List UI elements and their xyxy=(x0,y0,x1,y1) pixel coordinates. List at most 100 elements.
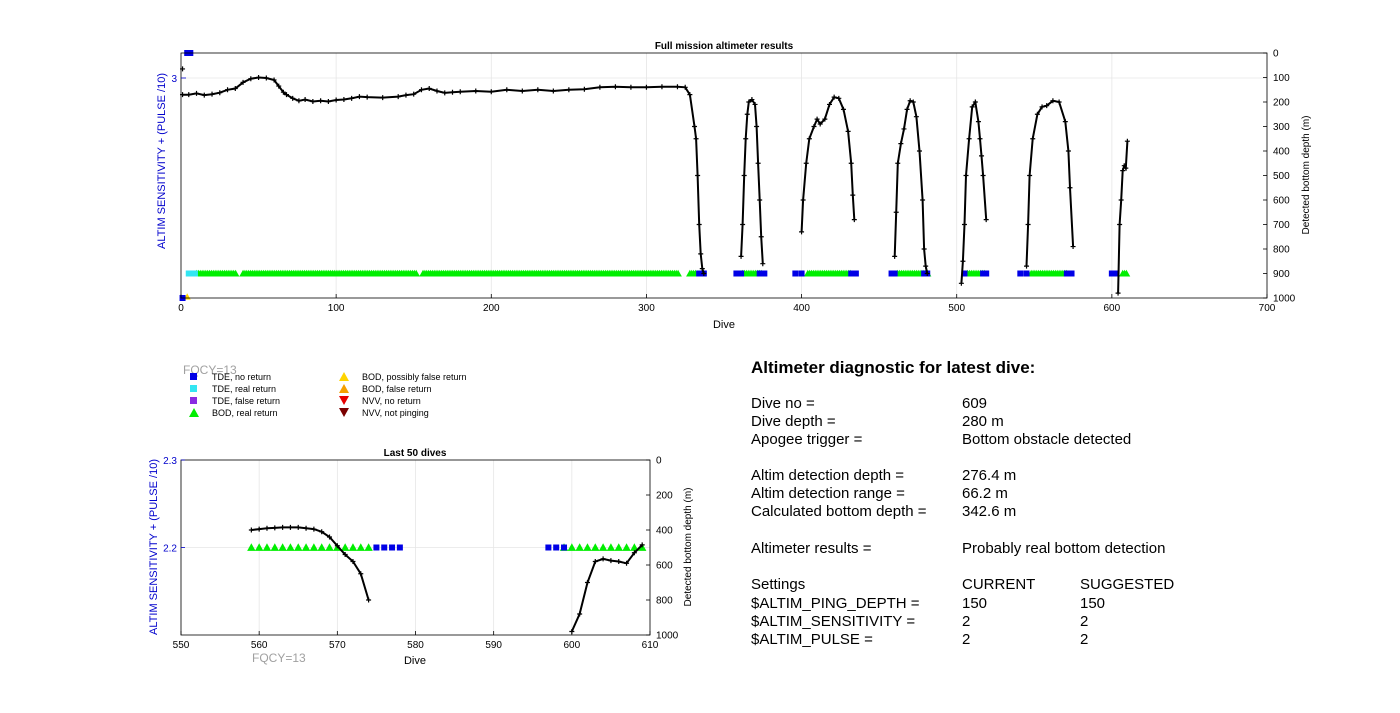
diagnostic-value: 276.4 m xyxy=(962,467,1017,484)
right-tick-label: 200 xyxy=(656,491,673,502)
depth-point xyxy=(698,251,704,257)
depth-point xyxy=(1056,99,1062,105)
x-tick-label: 200 xyxy=(483,303,500,314)
top-chart-frame xyxy=(180,52,1268,299)
legend-label: BOD, real return xyxy=(212,408,278,418)
tde-no-return-marker xyxy=(381,544,388,551)
depth-point xyxy=(920,197,926,203)
tde-no-return-marker xyxy=(761,270,768,277)
depth-point xyxy=(411,91,417,97)
tde-no-return-marker xyxy=(792,270,799,277)
depth-point xyxy=(757,197,763,203)
depth-point xyxy=(848,160,854,166)
diagnostic-value: Bottom obstacle detected xyxy=(962,431,1132,448)
depth-point xyxy=(1030,136,1036,142)
bod-real-return-marker xyxy=(301,543,311,551)
depth-point xyxy=(327,534,333,540)
depth-point xyxy=(287,524,293,530)
depth-series-line xyxy=(570,544,643,632)
depth-point xyxy=(975,119,981,125)
bod-real-return-marker xyxy=(348,543,358,551)
right-tick-label: 500 xyxy=(1273,171,1290,182)
depth-point xyxy=(822,116,828,122)
depth-point xyxy=(350,559,356,564)
depth-series-line xyxy=(893,99,929,274)
x-tick-label: 600 xyxy=(1104,303,1121,314)
depth-point xyxy=(341,97,347,103)
depth-point xyxy=(342,552,348,557)
depth-point xyxy=(319,529,325,535)
right-tick-label: 600 xyxy=(1273,196,1290,207)
bod-real-return-marker xyxy=(294,543,303,551)
depth-point xyxy=(699,266,705,272)
depth-point xyxy=(186,92,192,98)
right-tick-label: 700 xyxy=(1273,220,1290,231)
bottom-chart: 550 560 570 580 590 600 610 2.2 2.3 0 200 400 600 8… xyxy=(148,448,694,667)
depth-point xyxy=(746,99,752,105)
depth-point xyxy=(983,217,989,223)
depth-point xyxy=(333,97,339,103)
tde-real-return-marker xyxy=(185,270,192,277)
bod-real-return-marker xyxy=(412,269,420,277)
depth-point xyxy=(966,136,972,142)
tde-no-return-marker xyxy=(1063,270,1070,277)
depth-point xyxy=(194,90,200,96)
setting-current: 150 xyxy=(962,595,988,612)
tde-no-return-marker xyxy=(561,544,568,551)
depth-point xyxy=(473,88,479,94)
depth-point xyxy=(600,556,606,562)
right-tick-label: 100 xyxy=(1273,73,1290,84)
setting-suggested: 2 xyxy=(1080,613,1089,630)
bottom-chart-ylabel-right: Detected bottom depth (m) xyxy=(683,488,694,607)
depth-point xyxy=(577,611,583,617)
depth-point xyxy=(318,98,324,104)
depth-point xyxy=(1118,197,1124,203)
depth-series-line xyxy=(800,95,856,232)
tde-no-return-marker xyxy=(1113,270,1120,277)
depth-series-line xyxy=(251,526,370,601)
depth-point xyxy=(608,558,614,564)
depth-point xyxy=(271,77,277,83)
x-tick-label: 550 xyxy=(173,640,190,651)
depth-point xyxy=(303,525,309,531)
depth-point xyxy=(1027,173,1033,178)
x-tick-label: 700 xyxy=(1259,303,1276,314)
depth-point xyxy=(280,524,286,530)
depth-point xyxy=(358,571,364,577)
bottom-chart-depth-lines xyxy=(248,524,645,634)
tde-no-return-marker xyxy=(545,544,552,551)
depth-point xyxy=(349,95,355,101)
depth-point xyxy=(910,99,916,105)
depth-point xyxy=(290,95,296,101)
depth-point xyxy=(380,95,386,101)
tde-no-return-marker xyxy=(1068,270,1075,277)
depth-point xyxy=(850,192,856,198)
depth-point xyxy=(752,101,758,107)
depth-point xyxy=(434,88,440,94)
setting-current: 2 xyxy=(962,613,971,630)
tde-no-return-marker xyxy=(696,270,703,277)
depth-point xyxy=(961,222,967,227)
x-tick-label: 560 xyxy=(251,640,268,651)
setting-suggested: 150 xyxy=(1080,595,1106,612)
x-tick-label: 600 xyxy=(563,640,580,651)
depth-point xyxy=(232,86,238,92)
right-tick-label: 200 xyxy=(1273,98,1290,109)
top-chart-title: Full mission altimeter results xyxy=(655,41,794,52)
depth-point xyxy=(659,84,665,90)
tde-no-return-marker xyxy=(852,270,859,277)
depth-point xyxy=(311,526,317,532)
tde-no-return-marker xyxy=(1108,270,1115,277)
right-tick-label: 1000 xyxy=(656,631,679,642)
depth-point xyxy=(519,88,525,94)
depth-point xyxy=(814,116,820,122)
depth-point xyxy=(403,92,409,98)
depth-point xyxy=(631,550,637,556)
depth-point xyxy=(740,222,746,227)
depth-point xyxy=(921,246,927,252)
top-chart-xlabel: Dive xyxy=(713,319,735,331)
triangle-down-marker-icon xyxy=(339,408,349,417)
triangle-up-marker-icon xyxy=(339,384,349,393)
depth-point xyxy=(256,75,262,80)
